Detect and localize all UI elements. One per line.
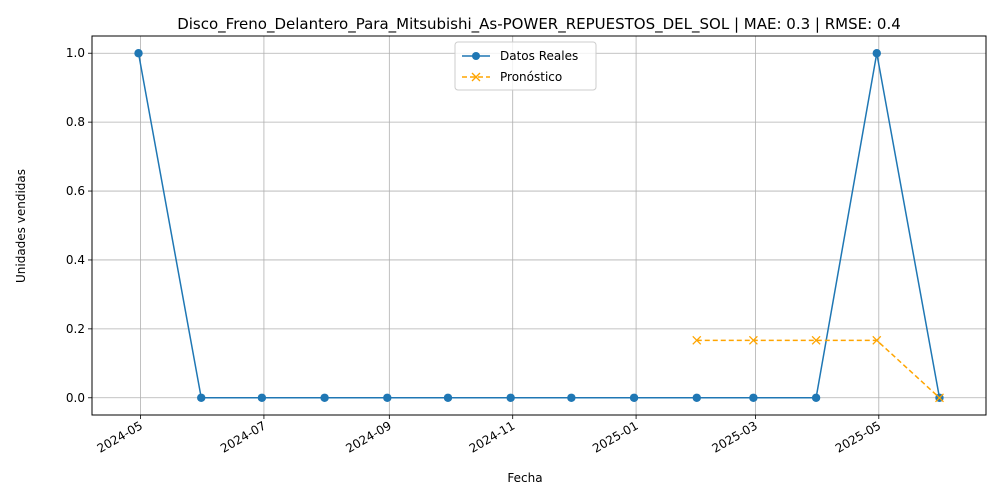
legend-label-forecast: Pronóstico (500, 70, 562, 84)
data-point-forecast (872, 335, 882, 345)
series-layer (134, 49, 944, 403)
data-point-real (872, 49, 881, 58)
data-point-real (134, 49, 143, 58)
y-tick-label: 0.6 (66, 184, 85, 198)
legend-marker-forecast (471, 72, 481, 82)
data-point-forecast (692, 335, 702, 345)
data-point-real (749, 393, 758, 402)
data-point-real (692, 393, 701, 402)
series-line-pronostico (696, 339, 940, 399)
data-point-forecast (935, 393, 944, 403)
x-tick-label: 2025-01 (590, 418, 640, 455)
x-tick-label: 2024-05 (95, 418, 145, 455)
x-tick-label: 2025-03 (709, 418, 759, 455)
y-tick-label: 0.2 (66, 322, 85, 336)
y-tick-label: 0.4 (66, 253, 85, 267)
series-line-datos-reales (137, 53, 941, 399)
legend-box (454, 41, 597, 91)
plot-frame (91, 35, 987, 416)
legend: Datos Reales Pronóstico (454, 41, 597, 91)
x-tick-label: 2024-07 (218, 418, 268, 455)
x-tick-label: 2024-09 (343, 418, 393, 455)
data-point-real (567, 393, 576, 402)
x-tick-label: 2024-11 (467, 418, 517, 455)
y-axis: 0.0 0.2 0.4 0.6 0.8 1.0 (66, 46, 92, 405)
data-point-real (320, 393, 329, 402)
data-point-real (197, 393, 206, 402)
x-axis-label: Fecha (507, 471, 542, 485)
y-axis-label: Unidades vendidas (14, 169, 28, 283)
data-point-real (383, 393, 392, 402)
data-point-real (506, 393, 515, 402)
data-point-real (629, 393, 639, 402)
chart-title: Disco_Freno_Delantero_Para_Mitsubishi_As… (177, 15, 901, 34)
y-tick-label: 0.0 (66, 391, 85, 405)
legend-label-real: Datos Reales (500, 49, 578, 63)
data-point-real (443, 393, 453, 402)
y-tick-label: 1.0 (66, 46, 85, 60)
grid (92, 36, 986, 415)
data-point-real (811, 393, 821, 402)
data-point-forecast (748, 335, 758, 345)
x-tick-label: 2025-05 (833, 418, 883, 455)
data-point-real (257, 393, 267, 402)
x-axis: 2024-05 2024-07 2024-09 2024-11 2025-01 2025-… (95, 415, 883, 456)
y-tick-label: 0.8 (66, 115, 85, 129)
legend-marker-real (472, 52, 480, 60)
data-point-forecast (811, 335, 821, 345)
